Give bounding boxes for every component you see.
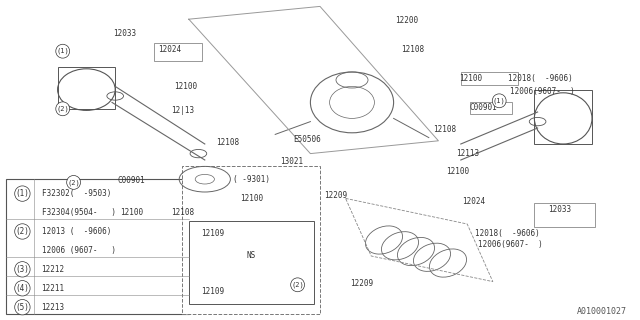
Text: 12108: 12108 [401,45,424,54]
Text: 12100: 12100 [174,82,197,91]
Bar [461,72,518,85]
Text: (2): (2) [15,227,29,236]
Text: 13021: 13021 [280,157,303,166]
Text: 12213: 12213 [42,303,65,312]
Text: 12006(9607-  ): 12006(9607- ) [477,240,543,249]
Text: 12100: 12100 [446,167,469,176]
Bar [470,102,512,114]
Text: 12100: 12100 [239,194,263,203]
Text: C00901: C00901 [117,176,145,185]
Text: ( -9301): ( -9301) [233,175,269,184]
Text: 12018(  -9606): 12018( -9606) [475,229,540,238]
Text: 12013 (  -9606): 12013 ( -9606) [42,227,111,236]
Text: C00901: C00901 [469,103,497,112]
Text: A010001027: A010001027 [577,308,627,316]
Text: 12024: 12024 [462,197,485,206]
Text: (1): (1) [15,189,29,198]
Bar [182,166,320,314]
Bar [534,90,592,144]
Text: 12033: 12033 [548,205,572,214]
Text: (2): (2) [67,179,80,186]
Text: 12|13: 12|13 [171,106,194,115]
Text: (1): (1) [56,48,69,54]
Bar [154,43,202,61]
Text: 12200: 12200 [395,16,418,25]
Text: 12212: 12212 [42,265,65,274]
Bar [58,67,115,109]
Bar [6,179,189,314]
Text: (4): (4) [15,284,29,293]
Text: F32304(9504-   ): F32304(9504- ) [42,208,116,217]
Text: 12109: 12109 [202,229,225,238]
Text: 12024: 12024 [158,45,181,54]
Bar [189,221,314,304]
Text: 12006(9607-  ): 12006(9607- ) [510,87,575,96]
Bar [534,203,595,227]
Text: 12018(  -9606): 12018( -9606) [508,74,573,83]
Text: 12211: 12211 [42,284,65,293]
Text: 12108: 12108 [171,208,194,217]
Text: (1): (1) [493,98,506,104]
Text: (2): (2) [291,282,304,288]
Text: 12109: 12109 [202,287,225,296]
Text: 12006 (9607-   ): 12006 (9607- ) [42,246,116,255]
Text: (2): (2) [56,106,69,112]
Text: 12209: 12209 [324,191,348,200]
Text: 12033: 12033 [113,29,136,38]
Text: 12100: 12100 [459,74,482,83]
Text: (3): (3) [15,265,29,274]
Text: 12209: 12209 [350,279,373,288]
Text: 12108: 12108 [433,125,456,134]
Text: F32302(  -9503): F32302( -9503) [42,189,111,198]
Text: 12113: 12113 [456,149,479,158]
Text: 12108: 12108 [216,138,239,147]
Text: (5): (5) [15,303,29,312]
Text: NS: NS [246,252,256,260]
Text: E50506: E50506 [293,135,321,144]
Text: 12100: 12100 [120,208,143,217]
